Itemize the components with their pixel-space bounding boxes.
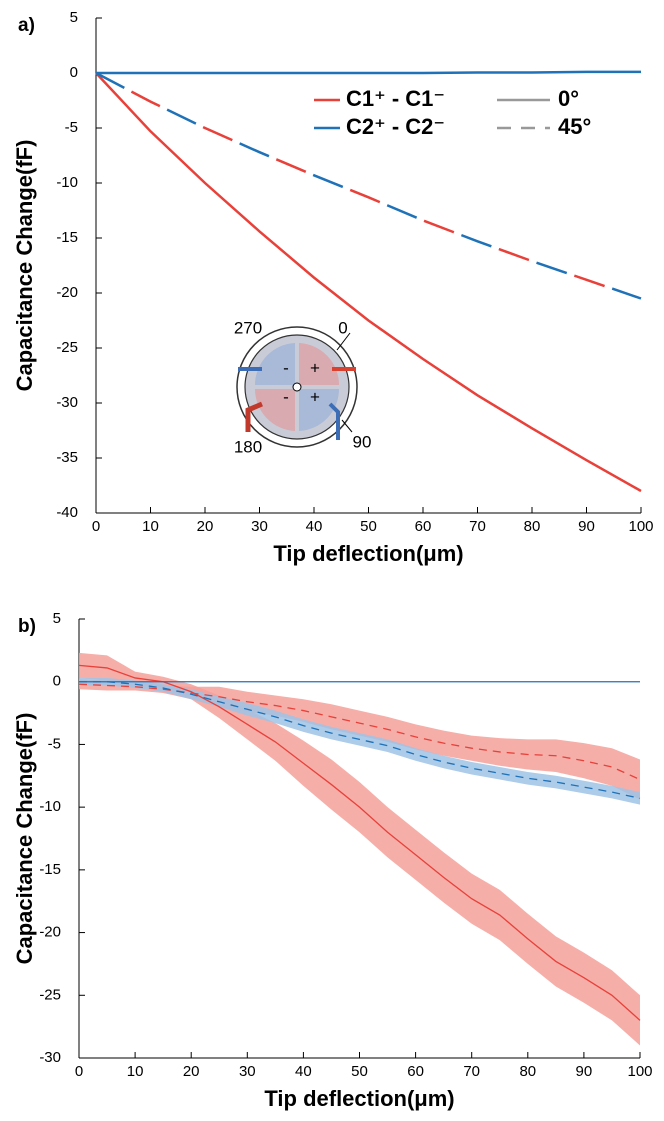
series-line	[78, 664, 641, 1021]
y-tick-label: -20	[39, 924, 61, 941]
series-line	[79, 681, 641, 799]
y-tick-label: -40	[56, 504, 78, 521]
inset-label: 90	[353, 432, 372, 451]
y-tick-label: -25	[39, 986, 61, 1003]
panel-label: a)	[18, 15, 35, 36]
x-axis-label: Tip deflection(μm)	[273, 541, 463, 566]
legend-style-label: 45°	[558, 114, 591, 139]
series-line	[95, 71, 642, 300]
y-tick-label: 5	[53, 610, 61, 627]
y-tick-label: 0	[70, 64, 78, 81]
y-tick-label: -25	[56, 339, 78, 356]
x-tick-label: 50	[360, 518, 377, 535]
series-line	[78, 683, 641, 781]
y-tick-label: -35	[56, 449, 78, 466]
y-tick-label: -10	[39, 798, 61, 815]
x-tick-label: 40	[295, 1063, 312, 1080]
x-tick-label: 50	[351, 1063, 368, 1080]
inset-label: 0	[338, 318, 347, 337]
x-tick-label: 90	[576, 1063, 593, 1080]
x-tick-label: 80	[524, 518, 541, 535]
y-tick-label: -15	[56, 229, 78, 246]
legend-style-label: 0°	[558, 86, 579, 111]
inset-label: 180	[234, 437, 262, 456]
inset-sign: +	[310, 358, 320, 377]
x-tick-label: 60	[407, 1063, 424, 1080]
panel-label: b)	[18, 616, 36, 637]
y-axis-label: Capacitance Change(fF)	[12, 713, 37, 965]
x-tick-label: 100	[627, 1063, 652, 1080]
y-tick-label: -30	[39, 1049, 61, 1066]
x-tick-label: 20	[197, 518, 214, 535]
x-tick-label: 90	[578, 518, 595, 535]
x-tick-label: 30	[251, 518, 268, 535]
inset-sign: -	[283, 387, 289, 406]
y-tick-label: -10	[56, 174, 78, 191]
x-tick-label: 20	[183, 1063, 200, 1080]
y-tick-label: 0	[53, 673, 61, 690]
y-tick-label: -5	[48, 735, 61, 752]
y-tick-label: -15	[39, 861, 61, 878]
y-axis-label: Capacitance Change(fF)	[12, 140, 37, 392]
inset-sign: +	[310, 387, 320, 406]
x-axis-label: Tip deflection(μm)	[264, 1086, 454, 1111]
x-tick-label: 30	[239, 1063, 256, 1080]
series-line	[95, 72, 642, 493]
inset-label: 270	[234, 318, 262, 337]
error-band	[79, 677, 640, 805]
x-tick-label: 70	[463, 1063, 480, 1080]
x-tick-label: 40	[306, 518, 323, 535]
y-tick-label: 5	[70, 9, 78, 26]
x-tick-label: 10	[127, 1063, 144, 1080]
x-tick-label: 80	[519, 1063, 536, 1080]
x-tick-label: 60	[415, 518, 432, 535]
series-line	[95, 71, 642, 300]
x-tick-label: 0	[92, 518, 100, 535]
x-tick-label: 10	[142, 518, 159, 535]
inset-sign: -	[283, 358, 289, 377]
y-tick-label: -30	[56, 394, 78, 411]
y-tick-label: -20	[56, 284, 78, 301]
x-tick-label: 0	[75, 1063, 83, 1080]
series-line	[96, 70, 641, 75]
x-tick-label: 70	[469, 518, 486, 535]
electrode-diagram: 270 0 180 90 - + - +	[234, 318, 372, 456]
legend-label: C1⁺ - C1⁻	[346, 86, 445, 111]
x-tick-label: 100	[628, 518, 653, 535]
y-tick-label: -5	[65, 119, 78, 136]
legend-label: C2⁺ - C2⁻	[346, 114, 445, 139]
